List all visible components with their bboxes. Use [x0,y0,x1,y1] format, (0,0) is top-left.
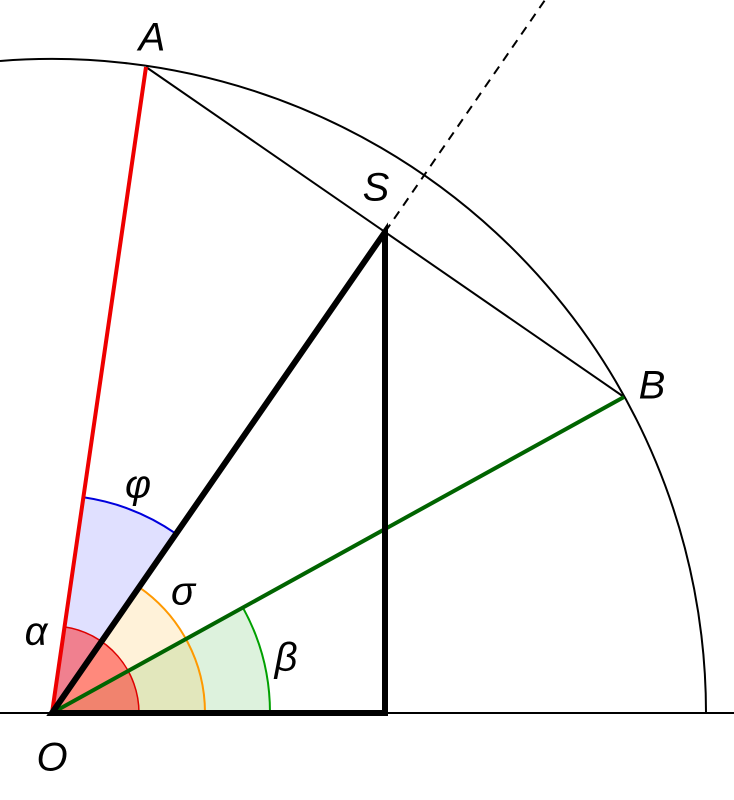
label-a: A [137,16,166,60]
label-sigma: σ [171,570,197,614]
sigma-arc [138,586,206,714]
label-alpha: α [25,610,49,654]
beta-arc [242,607,272,714]
alpha-sector [51,626,140,714]
label-beta: β [274,636,298,680]
triangle-osx [46,222,388,716]
phi-arc [83,496,177,535]
dashed-extension [384,0,546,233]
ray-ob [51,395,625,715]
ray-oa [50,66,148,714]
label-o: O [36,736,67,780]
label-s: S [363,166,390,210]
circle-arc [0,58,707,714]
label-b: B [639,364,666,408]
label-phi: φ [125,463,151,507]
